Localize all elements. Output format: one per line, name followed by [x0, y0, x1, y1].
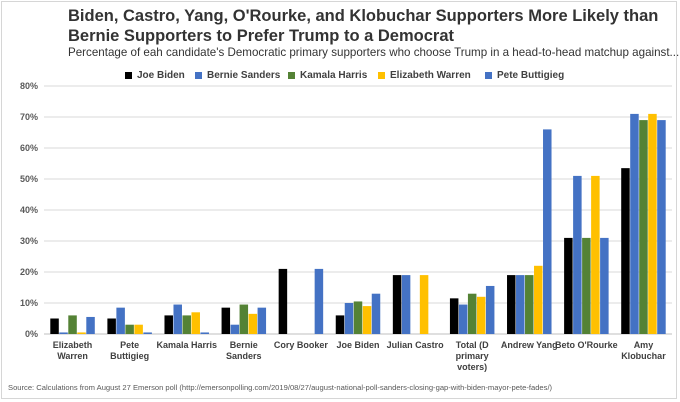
bar: [164, 315, 173, 334]
bar: [516, 275, 525, 334]
bar: [401, 275, 411, 334]
legend-label: Joe Biden: [137, 70, 185, 81]
bar: [257, 307, 267, 334]
x-tick-label: Beto O'Rourke: [555, 340, 618, 350]
y-tick-label: 40%: [20, 205, 38, 215]
x-tick-label: voters): [457, 362, 487, 372]
x-tick-label: Cory Booker: [274, 340, 329, 350]
y-tick-label: 80%: [20, 81, 38, 91]
bar: [68, 315, 77, 334]
bar: [648, 113, 657, 335]
chart-subtitle: Percentage of eah candidate's Democratic…: [68, 46, 680, 59]
x-tick-label: Total (D: [456, 340, 489, 350]
legend-swatch: [125, 72, 132, 79]
bar: [564, 237, 573, 334]
bar: [191, 312, 200, 334]
legend-label: Kamala Harris: [300, 70, 368, 81]
bar: [107, 318, 116, 334]
bar: [485, 285, 495, 334]
legend-label: Elizabeth Warren: [390, 70, 471, 81]
bar: [77, 332, 86, 334]
x-tick-label: Pete: [120, 340, 139, 350]
bar: [221, 307, 231, 334]
bar: [371, 293, 381, 334]
x-tick-label: Julian Castro: [387, 340, 445, 350]
bar: [639, 120, 648, 334]
legend-item: Bernie Sanders: [195, 70, 280, 81]
y-tick-label: 30%: [20, 236, 38, 246]
bar: [248, 313, 258, 334]
bar: [362, 306, 372, 334]
x-tick-label: Bernie: [230, 340, 258, 350]
x-tick-label: Klobuchar: [621, 351, 666, 361]
x-tick-label: Amy: [634, 340, 654, 350]
bar: [534, 265, 543, 334]
bar: [353, 301, 363, 334]
legend-item: Pete Buttigieg: [485, 70, 564, 81]
bar: [600, 237, 609, 334]
bar: [419, 275, 429, 334]
chart-legend: Joe Biden Bernie Sanders Kamala Harris Eliz…: [0, 70, 680, 84]
chart-title: Biden, Castro, Yang, O'Rourke, and Klobu…: [68, 7, 659, 45]
bar: [134, 324, 143, 334]
bar: [182, 315, 191, 334]
bar: [314, 268, 324, 334]
bar: [458, 304, 468, 334]
bar: [200, 332, 209, 334]
legend-item: Joe Biden: [125, 70, 185, 81]
bar: [582, 237, 591, 334]
bar: [630, 113, 639, 335]
legend-item: Kamala Harris: [288, 70, 367, 81]
y-tick-label: 0%: [25, 329, 38, 339]
bar: [125, 324, 134, 334]
y-tick-label: 60%: [20, 143, 38, 153]
x-tick-label: Joe Biden: [336, 340, 379, 350]
y-tick-label: 20%: [20, 267, 38, 277]
bar: [621, 168, 630, 334]
bar: [543, 129, 552, 334]
x-tick-label: primary: [456, 351, 489, 361]
x-tick-label: Kamala Harris: [156, 340, 217, 350]
x-tick-label: Elizabeth: [53, 340, 93, 350]
bar: [525, 275, 534, 334]
bar: [239, 304, 249, 334]
x-tick-label: Andrew Yang: [501, 340, 558, 350]
bar: [392, 275, 402, 334]
bar: [86, 316, 95, 334]
bar: [335, 315, 345, 334]
x-tick-label: Buttigieg: [110, 351, 149, 361]
bar: [50, 318, 59, 334]
x-tick-label: Sanders: [226, 351, 262, 361]
bar: [449, 298, 459, 334]
y-tick-label: 10%: [20, 298, 38, 308]
bar: [573, 175, 582, 334]
bar: [467, 293, 477, 334]
bar: [591, 175, 600, 334]
bar: [476, 296, 486, 334]
legend-swatch: [378, 72, 385, 79]
y-tick-label: 50%: [20, 174, 38, 184]
bar: [59, 332, 68, 334]
bar: [230, 324, 240, 334]
legend-label: Bernie Sanders: [207, 70, 281, 81]
bar: [278, 268, 288, 334]
bar: [173, 304, 182, 334]
y-tick-label: 70%: [20, 112, 38, 122]
legend-swatch: [485, 72, 492, 79]
bar: [507, 275, 516, 334]
bar: [143, 332, 152, 334]
legend-label: Pete Buttigieg: [497, 70, 565, 81]
bar: [657, 120, 666, 334]
bar: [344, 303, 354, 334]
source-note: Source: Calculations from August 27 Emer…: [8, 383, 553, 392]
bar: [116, 307, 125, 334]
legend-swatch: [288, 72, 295, 79]
legend-swatch: [195, 72, 202, 79]
legend-item: Elizabeth Warren: [378, 70, 471, 81]
x-tick-label: Warren: [57, 351, 88, 361]
